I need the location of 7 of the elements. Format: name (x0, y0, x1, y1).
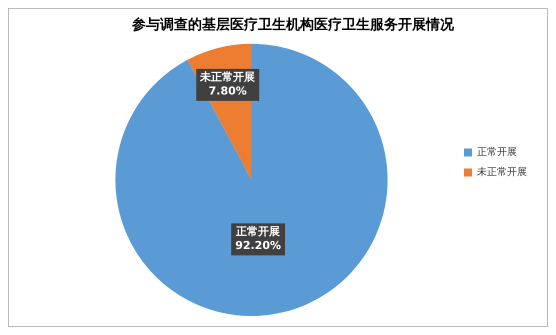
data-label: 92.20% (235, 239, 282, 252)
chart-title: 参与调查的基层医疗卫生机构医疗卫生服务开展情况 (131, 16, 455, 34)
legend-label: 未正常开展 (477, 166, 527, 178)
slice-label: 未正常开展 (199, 70, 256, 84)
data-label: 7.80% (208, 84, 247, 98)
legend-label: 正常开展 (477, 146, 517, 158)
slice-label: 正常开展 (235, 225, 280, 238)
